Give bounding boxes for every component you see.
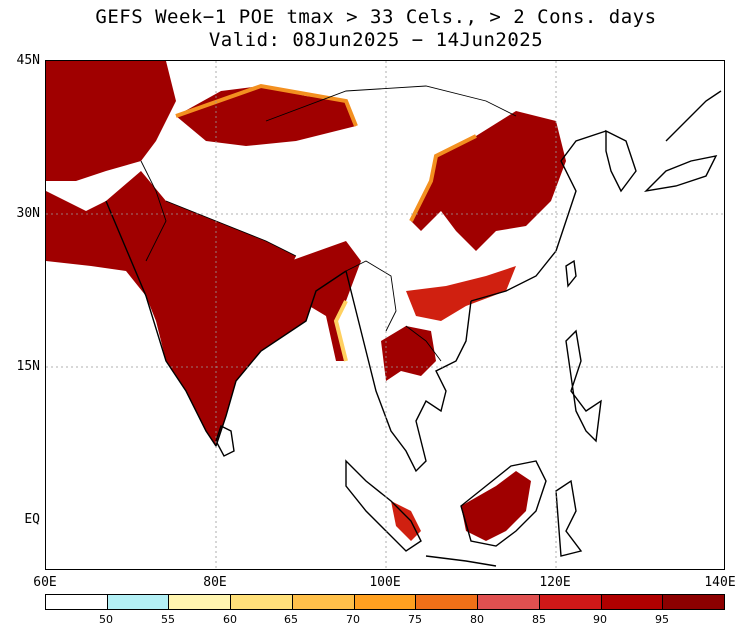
prob-region-borneo [461,471,531,541]
legend-swatch [292,595,355,609]
prob-region-west [46,61,176,181]
legend-swatch [416,595,479,609]
legend-swatch [539,595,602,609]
lon-tick-140e: 140E [704,575,736,590]
legend-swatch [663,595,725,609]
orange-fringe-china [409,134,477,222]
mid-probability-field [175,83,477,362]
legend-swatch [107,595,170,609]
coast-philippines [565,329,602,443]
lon-tick-80e: 80E [203,575,227,590]
orange-fringe-myanmar [333,300,348,362]
coast-japan [643,90,722,193]
border-myanmar [345,260,397,332]
legend-swatch [478,595,540,609]
prob-region-south-china [406,266,516,321]
prob-region-indochina [381,326,436,381]
lat-tick-eq: EQ [24,512,40,527]
coast-korea [605,129,637,193]
map-panel [45,60,725,570]
map-canvas [46,61,724,569]
coast-java [425,555,497,567]
legend-label: 90 [593,613,607,626]
coast-china [470,130,607,302]
lat-tick-15n: 15N [16,359,40,374]
legend-swatch [354,595,417,609]
coastlines [105,90,722,567]
coast-indochina [345,270,472,473]
coast-sulawesi [555,479,583,557]
lon-tick-120e: 120E [539,575,571,590]
coast-borneo [460,460,547,547]
prob-region-india [46,171,316,446]
map-title: GEFS Week−1 POE tmax > 33 Cels., > 2 Con… [95,6,657,28]
high-probability-field [46,61,566,541]
legend-label: 65 [284,613,298,626]
lat-tick-45n: 45N [16,53,40,68]
coast-india [105,200,347,448]
legend-swatch [46,595,108,609]
legend-label: 80 [470,613,484,626]
legend-label: 95 [655,613,669,626]
color-legend [45,594,725,610]
prob-region-tarim [176,86,356,146]
coast-taiwan [565,259,577,288]
border-pakistan-india [140,160,167,262]
legend-label: 75 [408,613,422,626]
border-china-mongolia [265,85,517,122]
legend-swatch [231,595,293,609]
lat-tick-30n: 30N [16,206,40,221]
orange-fringe-north [175,83,358,127]
prob-region-sumatra [391,501,421,541]
lon-tick-60e: 60E [33,575,57,590]
coast-sumatra [345,459,422,552]
map-subtitle: Valid: 08Jun2025 − 14Jun2025 [208,29,544,51]
legend-label: 55 [161,613,175,626]
legend-label: 85 [532,613,546,626]
legend-label: 60 [223,613,237,626]
border-himalaya [165,200,297,257]
legend-label: 50 [99,613,113,626]
lon-tick-100e: 100E [369,575,401,590]
prob-region-north-china [411,111,566,251]
legend-label: 70 [346,613,360,626]
coast-sri-lanka [215,425,235,457]
legend-swatch [169,595,232,609]
country-borders [140,85,517,362]
prob-region-bangladesh [276,241,361,361]
border-laos-vietnam [405,325,442,362]
legend-swatch [601,595,664,609]
graticule [46,61,724,569]
